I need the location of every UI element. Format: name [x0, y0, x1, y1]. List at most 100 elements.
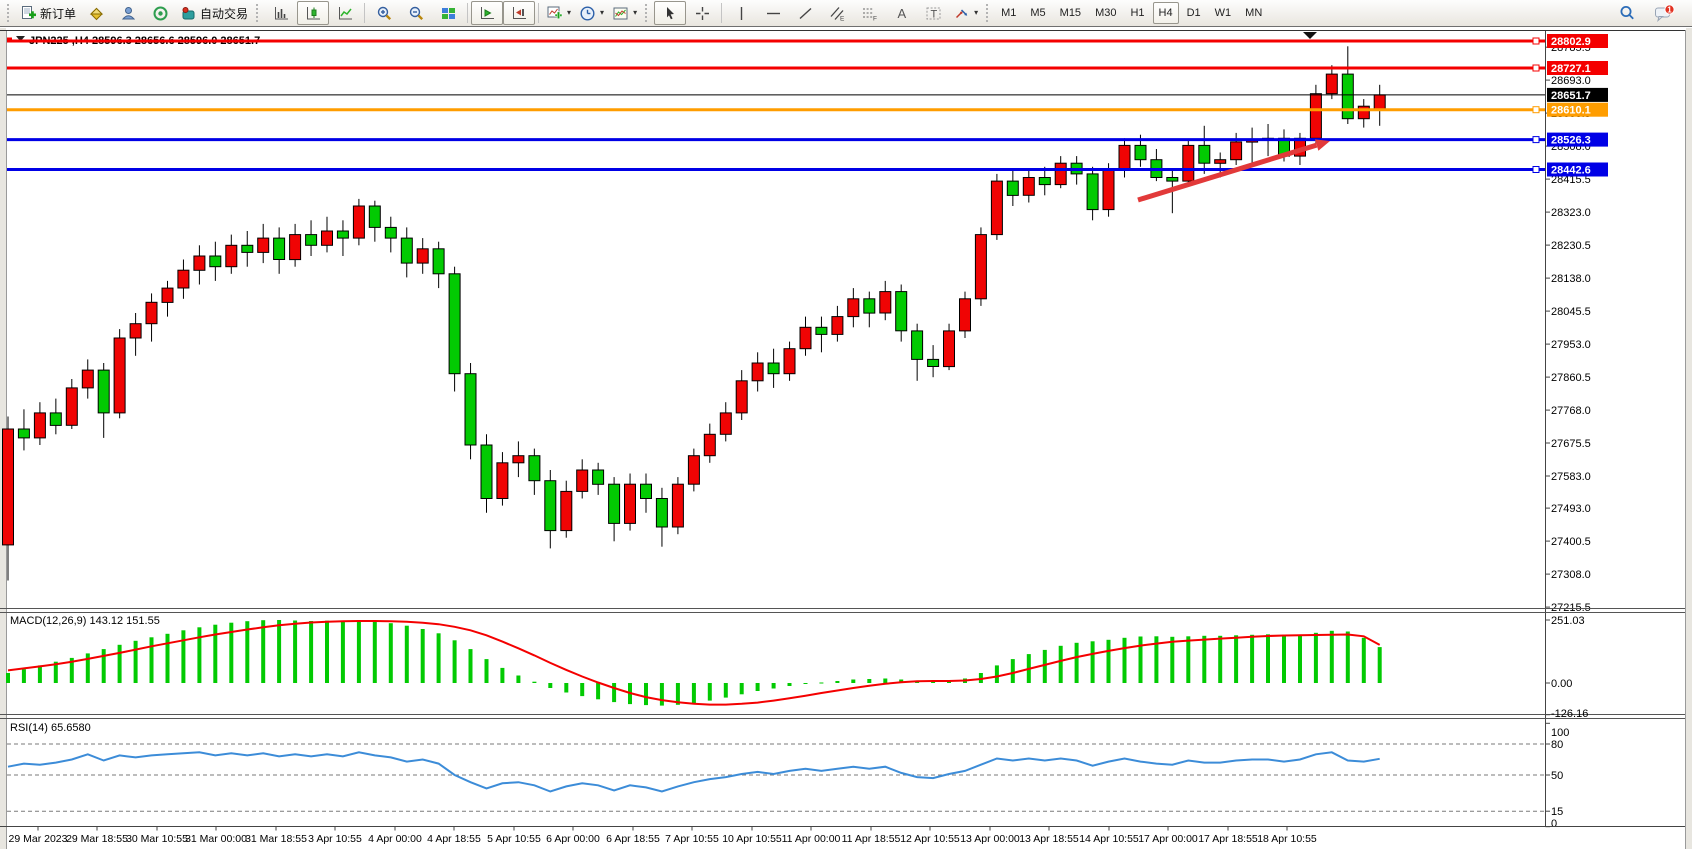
svg-text:28651.7: 28651.7: [1551, 90, 1591, 102]
fibonacci-button[interactable]: F: [853, 1, 885, 25]
svg-text:5 Apr 10:55: 5 Apr 10:55: [487, 833, 541, 845]
bar-chart-icon: [273, 5, 290, 22]
indicators-icon: [546, 5, 563, 22]
line-chart-type-button[interactable]: [329, 1, 361, 25]
svg-text:17 Apr 18:55: 17 Apr 18:55: [1198, 833, 1258, 845]
timeframe-M15[interactable]: M15: [1059, 7, 1082, 19]
price-badge: 28802.9: [1547, 34, 1608, 48]
bar-chart-type-button[interactable]: [265, 1, 297, 25]
timeframe-MN[interactable]: MN: [1245, 7, 1263, 19]
svg-text:28323.0: 28323.0: [1551, 207, 1591, 219]
horizontal-line-object[interactable]: [7, 166, 1545, 173]
templates-icon: [612, 5, 629, 22]
svg-text:28526.3: 28526.3: [1551, 135, 1591, 147]
periods-button[interactable]: ▾: [575, 1, 608, 25]
timeframe-H1[interactable]: H1: [1130, 7, 1145, 19]
line-handle: [1532, 64, 1540, 72]
horizontal-line-object[interactable]: [7, 106, 1545, 114]
tile-windows-button[interactable]: [432, 1, 464, 25]
symbol-dropdown-icon: [16, 36, 25, 42]
candlestick-chart-type-button[interactable]: [297, 1, 330, 25]
svg-text:50: 50: [1551, 770, 1563, 782]
crosshair-icon: [694, 5, 711, 22]
svg-text:27953.0: 27953.0: [1551, 339, 1591, 351]
timeframe-W1[interactable]: W1: [1214, 7, 1232, 19]
chart-shift-button[interactable]: [503, 1, 536, 25]
macd-signal-line: [7, 620, 1381, 706]
svg-text:28230.5: 28230.5: [1551, 240, 1591, 252]
vertical-line-button[interactable]: [725, 1, 757, 25]
svg-text:0: 0: [1551, 818, 1557, 830]
svg-text:29 Mar 18:55: 29 Mar 18:55: [66, 833, 128, 845]
horizontal-line-object[interactable]: [7, 64, 1545, 72]
price-axis[interactable]: 28785.528693.028600.528508.028415.528323…: [1545, 31, 1609, 826]
market-watch-button[interactable]: [80, 1, 112, 25]
equidistant-channel-icon: E: [829, 5, 846, 22]
price-badge: 28610.1: [1547, 102, 1608, 117]
text-label-button[interactable]: T: [917, 1, 949, 25]
data-window-button[interactable]: [112, 1, 144, 25]
svg-text:13 Apr 18:55: 13 Apr 18:55: [1019, 833, 1079, 845]
line-handle: [1532, 106, 1540, 114]
toolbar-grip: [256, 4, 261, 22]
panel-splitters[interactable]: [0, 608, 1685, 719]
svg-text:10 Apr 10:55: 10 Apr 10:55: [722, 833, 782, 845]
horizontal-line-object[interactable]: [7, 136, 1545, 144]
last-bar-marker-icon: [1303, 32, 1317, 39]
horizontal-line-button[interactable]: [757, 1, 789, 25]
svg-text:28693.0: 28693.0: [1551, 75, 1591, 87]
templates-button[interactable]: ▾: [608, 1, 641, 25]
auto-scroll-button[interactable]: [471, 1, 504, 25]
market-watch-icon: [88, 5, 105, 22]
timeframe-M5[interactable]: M5: [1030, 7, 1046, 19]
timeframe-D1[interactable]: D1: [1186, 7, 1201, 19]
timeframe-group: M1 M5 M15 M30 H1 H4 D1 W1 MN: [995, 2, 1268, 24]
equidistant-channel-button[interactable]: E: [821, 1, 853, 25]
new-order-button[interactable]: 新订单: [16, 1, 80, 25]
svg-text:18 Apr 10:55: 18 Apr 10:55: [1257, 833, 1317, 845]
price-badge: 28442.6: [1547, 162, 1608, 177]
trendline-icon: [797, 5, 814, 22]
svg-text:-126.16: -126.16: [1551, 708, 1588, 720]
zoom-in-icon: [376, 5, 393, 22]
timeframe-M1[interactable]: M1: [1001, 7, 1017, 19]
zoom-out-icon: [408, 5, 425, 22]
timeframe-H4[interactable]: H4: [1152, 2, 1179, 24]
indicators-button[interactable]: ▾: [542, 1, 575, 25]
arrows-button[interactable]: ▾: [949, 1, 982, 25]
chat-bubble-icon: 1: [1654, 3, 1676, 23]
fibonacci-icon: F: [861, 5, 878, 22]
toolbar-right-group: 1: [1611, 1, 1689, 25]
zoom-out-button[interactable]: [400, 1, 432, 25]
zoom-in-button[interactable]: [368, 1, 400, 25]
price-badge: 28727.1: [1547, 61, 1608, 75]
line-handle: [1532, 37, 1540, 45]
chart-canvas[interactable]: JPN225 ,H4 28596.3 28656.6 28596.0 28651…: [0, 27, 1692, 849]
periods-clock-icon: [579, 5, 596, 22]
price-badge: 28526.3: [1547, 132, 1608, 147]
data-window-icon: [120, 5, 137, 22]
svg-text:28610.1: 28610.1: [1551, 105, 1591, 117]
timeframe-M30[interactable]: M30: [1095, 7, 1117, 19]
vertical-line-icon: [733, 5, 750, 22]
rsi-label: RSI(14) 65.6580: [10, 722, 91, 734]
autotrade-button[interactable]: 自动交易: [176, 1, 252, 25]
strategy-tester-button[interactable]: [144, 1, 176, 25]
toolbar-grip: [645, 4, 650, 22]
window-frame: [0, 28, 1692, 849]
svg-text:27583.0: 27583.0: [1551, 471, 1591, 483]
svg-text:27308.0: 27308.0: [1551, 569, 1591, 581]
crosshair-button[interactable]: [686, 1, 718, 25]
horizontal-line-object[interactable]: [7, 37, 1545, 45]
trend-arrow-annotation[interactable]: [1137, 139, 1330, 203]
trendline-button[interactable]: [789, 1, 821, 25]
cursor-button[interactable]: [654, 1, 687, 25]
toolbar-separator: [364, 3, 366, 23]
notifications-button[interactable]: 1: [1649, 1, 1681, 25]
text-button[interactable]: A: [885, 1, 917, 25]
svg-text:11 Apr 00:00: 11 Apr 00:00: [782, 833, 841, 845]
search-button[interactable]: [1611, 1, 1643, 25]
dropdown-caret: ▾: [567, 8, 572, 17]
